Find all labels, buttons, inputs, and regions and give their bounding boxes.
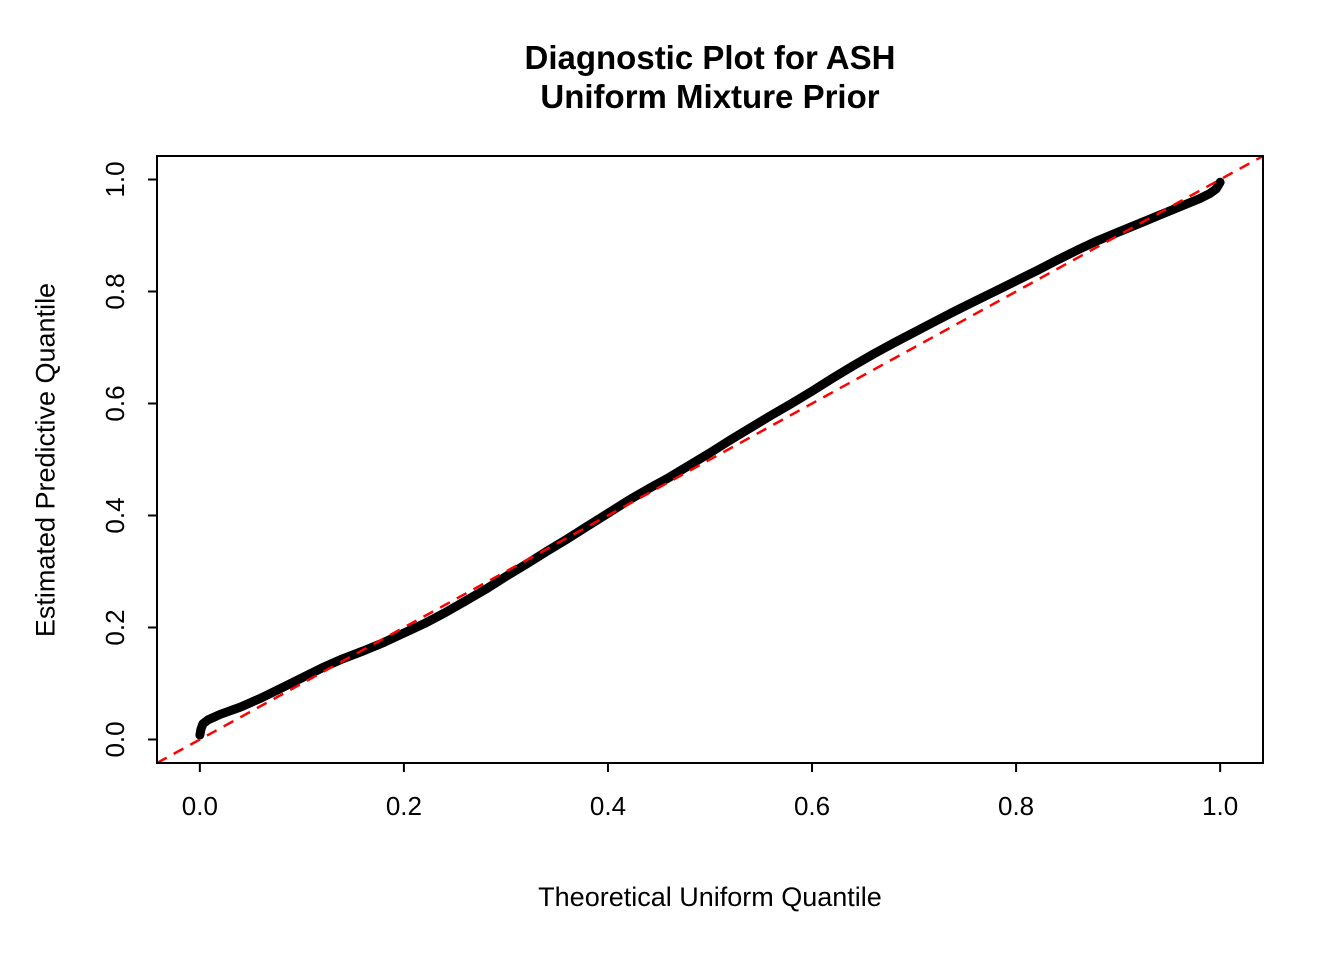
identity-reference-line	[156, 154, 1264, 765]
y-tick-label: 0.6	[100, 385, 130, 421]
x-tick-label: 0.6	[794, 791, 830, 821]
y-tick-label: 0.0	[100, 721, 130, 757]
x-tick-label: 0.8	[998, 791, 1034, 821]
x-axis-title: Theoretical Uniform Quantile	[538, 882, 882, 912]
x-tick-label: 0.0	[182, 791, 218, 821]
estimated-predictive-quantiles	[195, 177, 1225, 740]
y-tick-label: 1.0	[100, 161, 130, 197]
chart-title-line-1: Diagnostic Plot for ASH	[524, 39, 896, 76]
chart-title-line-2: Uniform Mixture Prior	[540, 78, 880, 115]
x-tick-label: 1.0	[1202, 791, 1238, 821]
y-tick-label: 0.2	[100, 609, 130, 645]
y-tick-label: 0.8	[100, 273, 130, 309]
plot-box	[156, 155, 1264, 764]
y-tick-label: 0.4	[100, 497, 130, 533]
chart-title: Diagnostic Plot for ASH Uniform Mixture …	[157, 38, 1263, 116]
x-tick-label: 0.4	[590, 791, 626, 821]
x-tick-label: 0.2	[386, 791, 422, 821]
y-axis-title: Estimated Predictive Quantile	[30, 282, 61, 638]
